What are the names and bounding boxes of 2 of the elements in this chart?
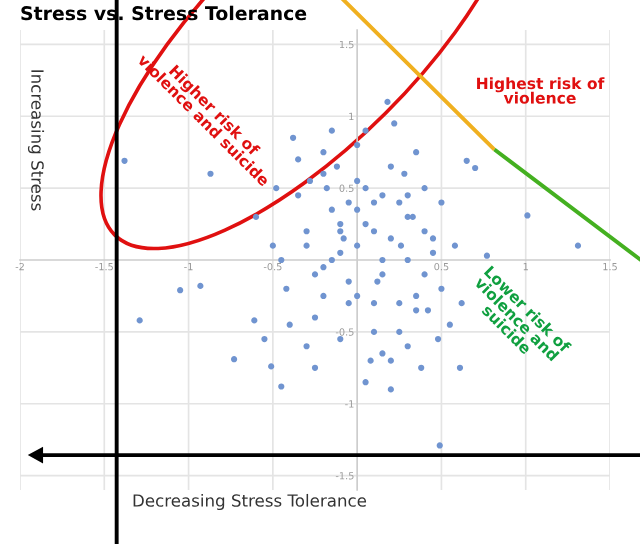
x-axis-title: Decreasing Stress Tolerance (133, 493, 367, 511)
y-axis-title: Increasing Stress (27, 70, 45, 211)
